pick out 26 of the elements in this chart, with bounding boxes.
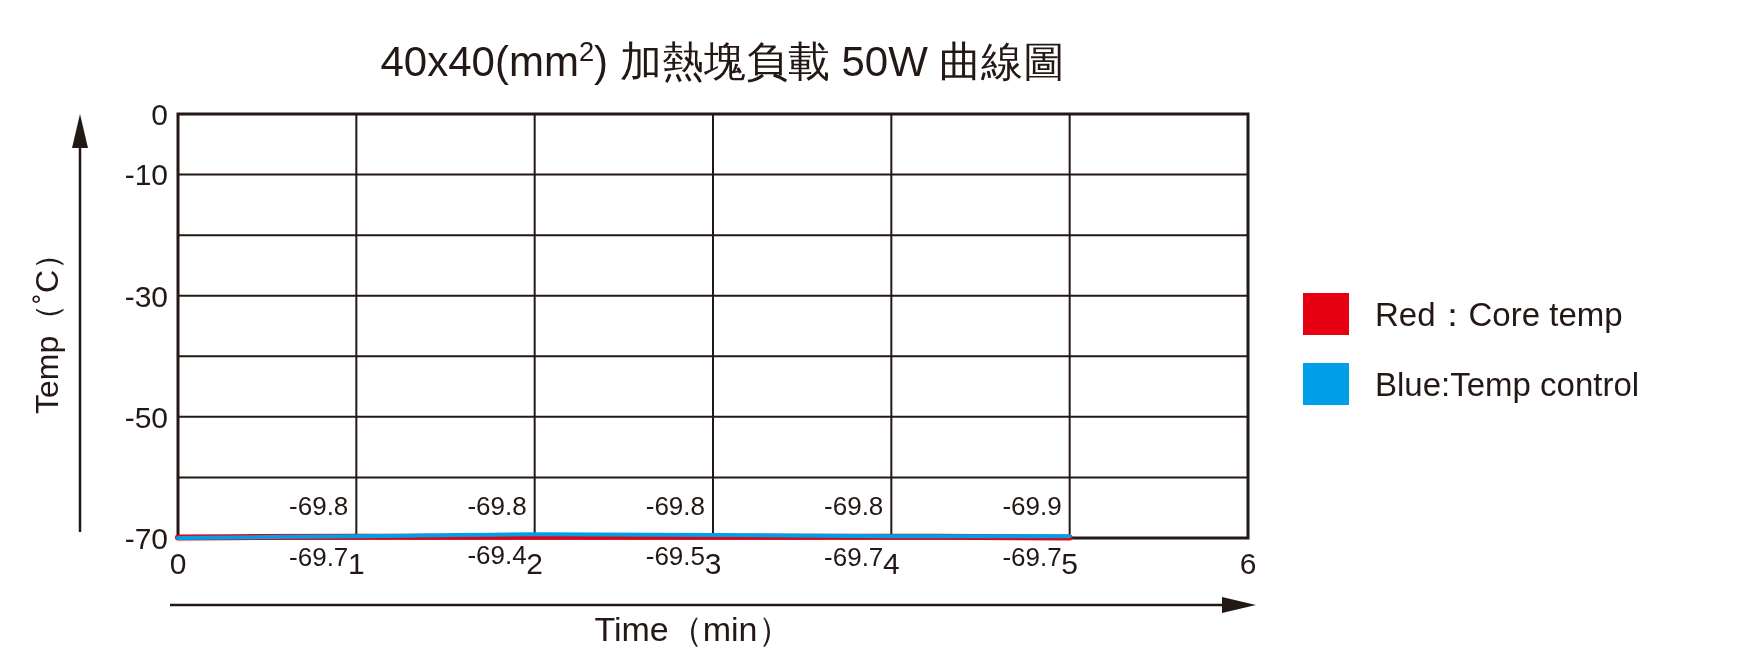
data-label: -69.8 bbox=[289, 490, 349, 521]
y-tick-label: 0 bbox=[151, 97, 168, 131]
y-axis-title: Temp（˚C） bbox=[29, 237, 65, 415]
x-tick-label: 1 bbox=[347, 547, 365, 580]
x-tick-label: 4 bbox=[882, 547, 900, 580]
x-tick-label: 5 bbox=[1061, 547, 1079, 580]
chart-title: 40x40(mm$^{2}$) 加熱塊負載 50W 曲線圖 bbox=[380, 35, 1066, 85]
data-label: -69.9 bbox=[1002, 491, 1062, 522]
x-axis-title: Time（min） bbox=[594, 610, 792, 648]
y-tick-label: -50 bbox=[124, 400, 168, 434]
x-tick-label: 6 bbox=[1239, 547, 1257, 580]
y-tick-label: -30 bbox=[124, 279, 168, 313]
data-label: -69.7 bbox=[824, 542, 884, 573]
data-label: -69.8 bbox=[467, 490, 527, 521]
legend-label: Red：Core temp bbox=[1375, 295, 1623, 333]
data-label: -69.4 bbox=[467, 540, 527, 571]
x-tick-label: 2 bbox=[526, 547, 544, 580]
x-tick-label: 3 bbox=[704, 547, 722, 580]
y-tick-label: -10 bbox=[124, 158, 168, 192]
data-label: -69.8 bbox=[824, 490, 884, 521]
data-label: -69.8 bbox=[645, 490, 705, 521]
y-tick-label: -70 bbox=[124, 521, 168, 555]
data-label: -69.7 bbox=[289, 542, 349, 573]
data-label: -69.5 bbox=[645, 540, 705, 571]
legend-label: Blue:Temp control bbox=[1375, 365, 1640, 403]
data-label: -69.7 bbox=[1002, 542, 1062, 573]
